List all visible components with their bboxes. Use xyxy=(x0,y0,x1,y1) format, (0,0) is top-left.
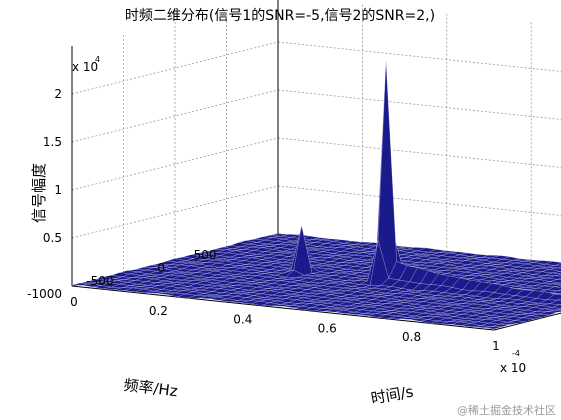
z-gridline-back-0 xyxy=(277,185,561,216)
z-gridline-left-2 xyxy=(71,89,279,143)
y-tick-label-2: 0 xyxy=(157,261,165,275)
y-tick-label-0: -1000 xyxy=(27,287,62,301)
tick-labels: 0.5 1 1.5 2 -1000 -500 0 500 0 0.2 0.4 0.6 0.8 1 xyxy=(27,87,500,353)
z-tick-label-1: 1 xyxy=(54,183,62,197)
z-gridline-back-1 xyxy=(277,137,561,168)
z-gridline-left-1 xyxy=(71,137,279,191)
x-tick-label-0: 0 xyxy=(70,295,78,309)
z-gridline-left-0 xyxy=(71,185,279,239)
watermark: @稀土掘金技术社区 xyxy=(457,403,556,417)
surface-cell xyxy=(556,297,561,301)
surface-mesh xyxy=(71,60,561,330)
x-tick-label-3: 0.6 xyxy=(318,321,337,335)
x-exponent-base: x 10 xyxy=(500,361,526,375)
x-exponent-power: -4 xyxy=(512,349,520,358)
x-axis-line xyxy=(71,285,495,331)
z-exponent-power: 4 xyxy=(95,55,100,64)
surface-cell xyxy=(483,326,502,330)
surface-cell xyxy=(557,289,561,292)
z-tick-label-2: 1.5 xyxy=(43,135,62,149)
surface-cell xyxy=(554,308,561,311)
z-gridline-left-3 xyxy=(71,41,279,95)
surface-cell xyxy=(554,285,561,288)
z-axis-label: 信号幅度 xyxy=(30,163,48,223)
x-tick-label-1: 0.2 xyxy=(149,304,168,318)
surface-cell xyxy=(554,263,561,266)
y-tick-label-1: -500 xyxy=(86,274,113,288)
y-tick-label-3: 500 xyxy=(194,248,217,262)
z-exponent-base: x 10 xyxy=(72,60,98,74)
z-tick-label-0: 0.5 xyxy=(43,231,62,245)
chart-title: 时频二维分布(信号1的SNR=-5,信号2的SNR=2,) xyxy=(125,8,435,24)
box-edge-floor-right xyxy=(493,312,561,331)
z-tick-label-3: 2 xyxy=(54,87,62,101)
x-tick-label-4: 0.8 xyxy=(402,330,421,344)
z-gridline-back-3 xyxy=(277,41,561,72)
z-gridline-back-2 xyxy=(277,89,561,120)
x-tick-label-5: 1 xyxy=(492,339,500,353)
x-tick-label-2: 0.4 xyxy=(233,313,252,327)
